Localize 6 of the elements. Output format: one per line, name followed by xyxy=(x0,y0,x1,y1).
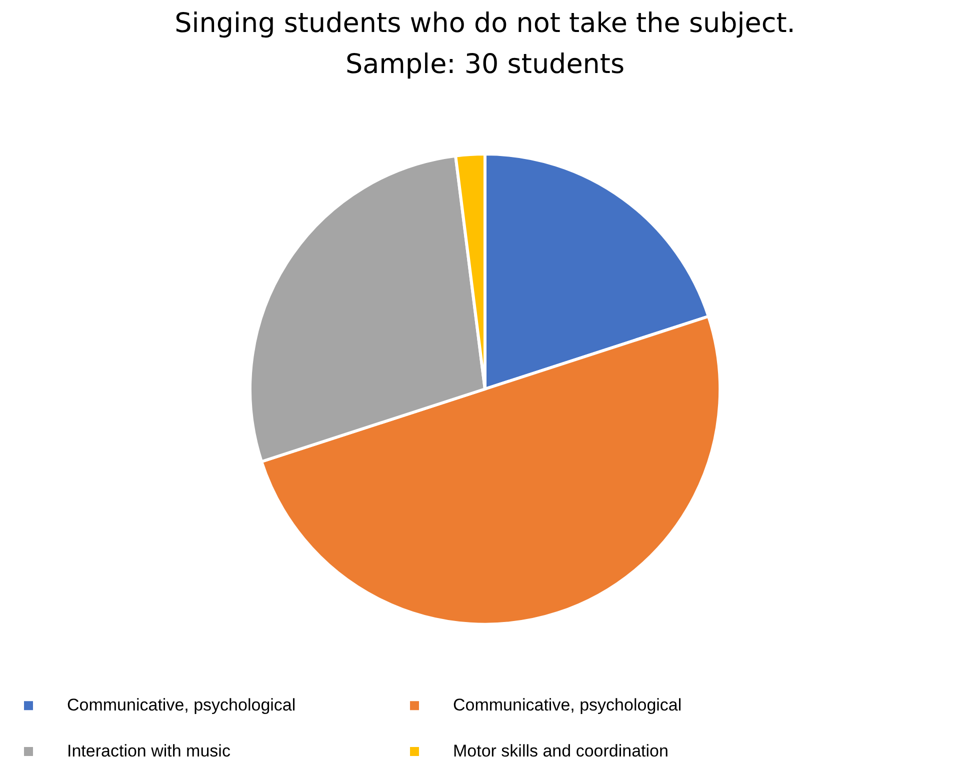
legend-label: Communicative, psychological xyxy=(67,696,296,715)
legend-label: Motor skills and coordination xyxy=(453,742,668,760)
legend-label: Communicative, psychological xyxy=(453,696,682,715)
chart-subtitle: Sample: 30 students xyxy=(345,49,625,80)
legend-label: Interaction with music xyxy=(67,742,231,760)
chart-title: Singing students who do not take the subject. xyxy=(174,8,796,39)
